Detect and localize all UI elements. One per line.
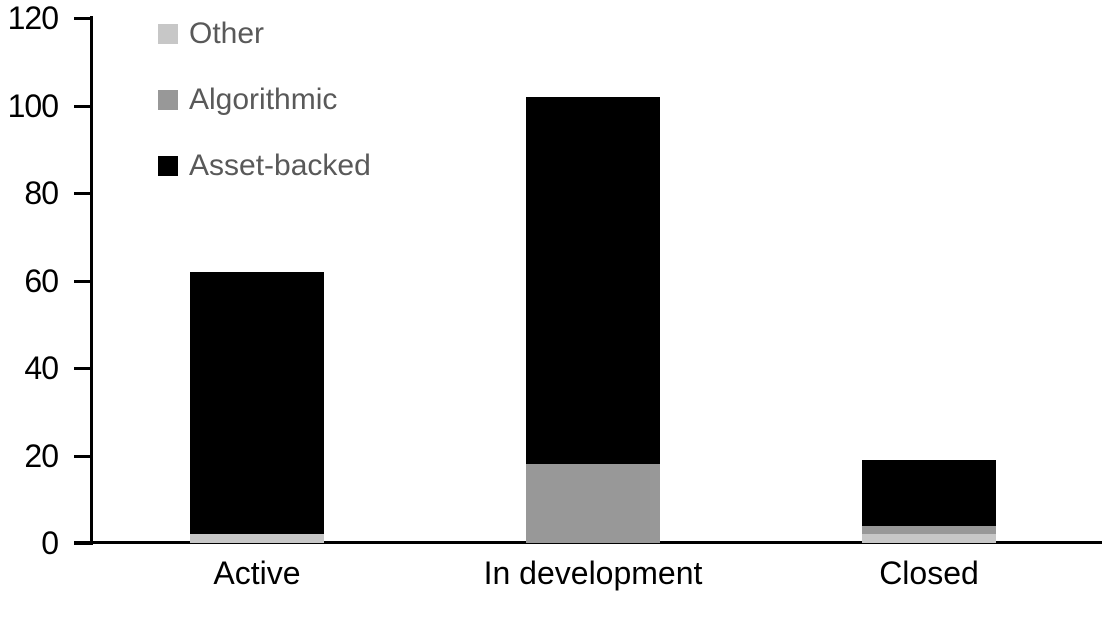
category-label-in-development: In development xyxy=(483,555,703,591)
y-axis-tick xyxy=(74,279,91,283)
y-axis-line xyxy=(90,16,93,545)
y-axis-tick xyxy=(74,542,91,545)
legend-label: Asset-backed xyxy=(189,149,371,182)
y-axis-tick xyxy=(74,104,91,108)
y-tick-label: 120 xyxy=(7,0,59,36)
legend-label: Other xyxy=(189,17,265,50)
bar-segment-asset-backed-active xyxy=(190,271,324,543)
y-tick-label: 60 xyxy=(24,262,59,299)
legend-item-asset-backed: Asset-backed xyxy=(158,149,371,182)
legend-label: Algorithmic xyxy=(189,83,338,116)
bar-segment-other-closed xyxy=(862,534,996,543)
legend-item-other: Other xyxy=(158,17,371,50)
legend-swatch-algorithmic xyxy=(158,90,178,110)
y-tick-label: 100 xyxy=(7,87,59,124)
y-axis-tick xyxy=(74,192,91,195)
category-label-active: Active xyxy=(213,555,301,591)
category-label-closed: Closed xyxy=(879,555,979,591)
legend-item-algorithmic: Algorithmic xyxy=(158,83,371,116)
y-axis-tick xyxy=(74,454,91,458)
y-tick-label: 0 xyxy=(41,525,59,561)
y-tick-label: 80 xyxy=(24,175,59,211)
legend-swatch-asset-backed xyxy=(158,156,178,176)
bar-segment-other-active xyxy=(190,534,324,543)
legend: Other Algorithmic Asset-backed xyxy=(158,17,371,220)
bar-segment-algorithmic-in-development xyxy=(526,464,660,543)
legend-swatch-other xyxy=(158,24,178,44)
y-tick-label: 40 xyxy=(24,350,59,386)
y-tick-label: 20 xyxy=(24,437,59,474)
y-axis-tick xyxy=(74,367,91,370)
y-axis-tick xyxy=(74,17,91,20)
